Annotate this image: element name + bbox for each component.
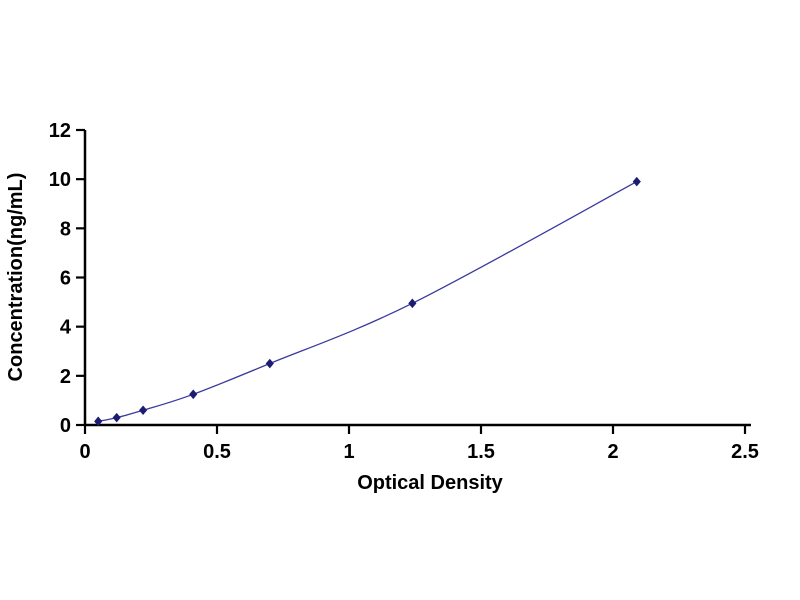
x-tick-label: 2.5 bbox=[731, 441, 759, 463]
x-tick-label: 0 bbox=[79, 441, 90, 463]
y-tick-label: 8 bbox=[60, 218, 71, 240]
y-tick-label: 6 bbox=[60, 268, 71, 290]
x-tick-label: 0.5 bbox=[203, 441, 231, 463]
x-tick-label: 1 bbox=[343, 441, 354, 463]
standard-curve-line bbox=[98, 181, 638, 422]
y-tick-label: 4 bbox=[60, 317, 72, 339]
data-point-marker bbox=[112, 412, 121, 423]
data-point-marker bbox=[408, 298, 417, 309]
x-axis-title: Optical Density bbox=[357, 472, 503, 494]
x-tick-label: 2 bbox=[607, 441, 618, 463]
data-point-marker bbox=[94, 416, 103, 427]
data-point-marker bbox=[189, 389, 198, 400]
y-axis-title: Concentration(ng/mL) bbox=[5, 173, 27, 382]
data-point-marker bbox=[139, 405, 148, 416]
y-tick-label: 2 bbox=[60, 366, 71, 388]
x-tick-label: 1.5 bbox=[467, 441, 495, 463]
y-tick-label: 0 bbox=[60, 415, 71, 437]
data-point-marker bbox=[632, 176, 641, 187]
y-tick-label: 12 bbox=[49, 120, 71, 142]
y-tick-label: 10 bbox=[49, 169, 71, 191]
data-point-marker bbox=[265, 358, 274, 369]
